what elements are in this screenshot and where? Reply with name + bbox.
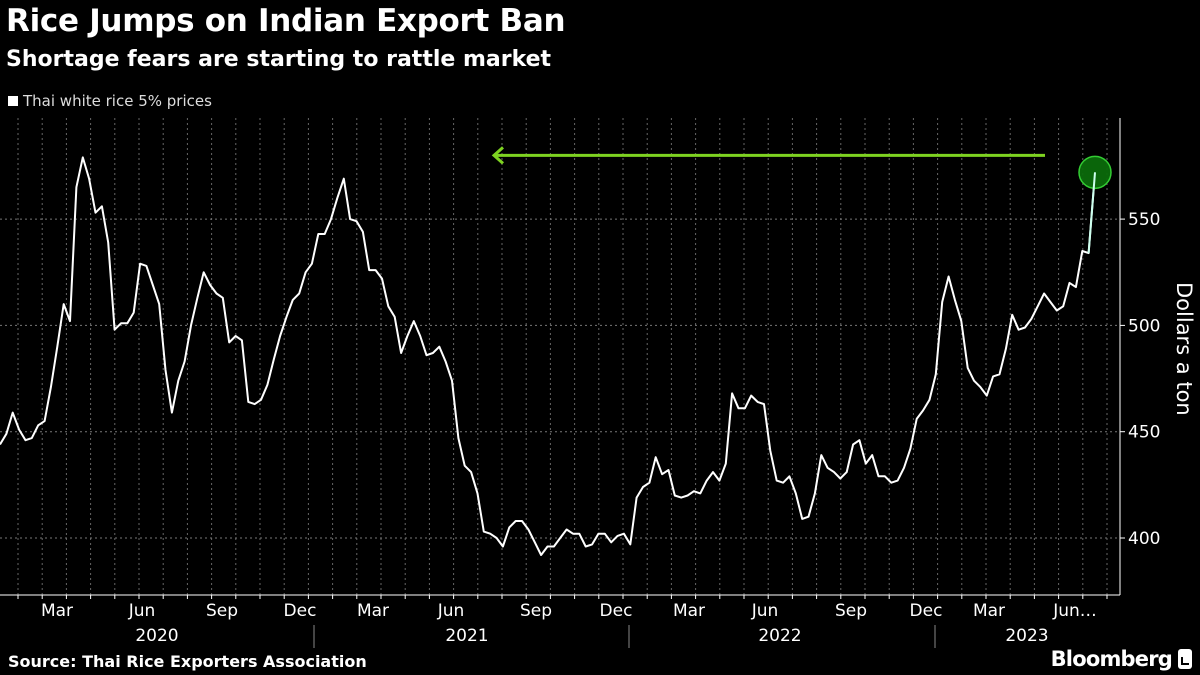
x-month-label: Dec [600,601,633,621]
x-month-label: Mar [973,601,1005,621]
bloomberg-mark-icon [1178,649,1192,669]
x-month-label: Jun [128,601,156,621]
chart-title: Rice Jumps on Indian Export Ban [6,3,566,39]
x-month-label: Jun [751,601,779,621]
x-month-label: Sep [520,601,552,621]
source-note: Source: Thai Rice Exporters Association [8,652,367,671]
arrow-head-icon [491,146,504,165]
x-year-label: 2020 [135,626,178,646]
x-month-label: Mar [673,601,705,621]
x-month-label: Jun… [1052,601,1097,621]
y-tick-label: 450 [1128,423,1160,443]
y-axis-label: Dollars a ton [1172,282,1196,416]
x-month-label: Mar [357,601,389,621]
x-month-label: Sep [206,601,238,621]
price-line [0,156,1096,556]
legend: Thai white rice 5% prices [8,92,212,110]
y-tick-label: 500 [1128,316,1160,336]
chart-subtitle: Shortage fears are starting to rattle ma… [6,47,552,72]
x-month-label: Sep [835,601,867,621]
brand-label: Bloomberg [1050,647,1173,671]
x-month-label: Jun [437,601,465,621]
x-year-label: 2022 [758,626,801,646]
bloomberg-logo: Bloomberg [1051,647,1192,671]
price-line-last-segment [1087,172,1096,254]
y-tick-label: 400 [1128,529,1160,549]
x-year-label: 2021 [445,626,488,646]
legend-swatch [8,96,18,106]
y-tick-label: 550 [1128,210,1160,230]
x-month-label: Mar [41,601,73,621]
x-year-label: 2023 [1005,626,1048,646]
legend-label: Thai white rice 5% prices [23,92,212,110]
x-month-label: Dec [284,601,317,621]
x-month-label: Dec [910,601,943,621]
